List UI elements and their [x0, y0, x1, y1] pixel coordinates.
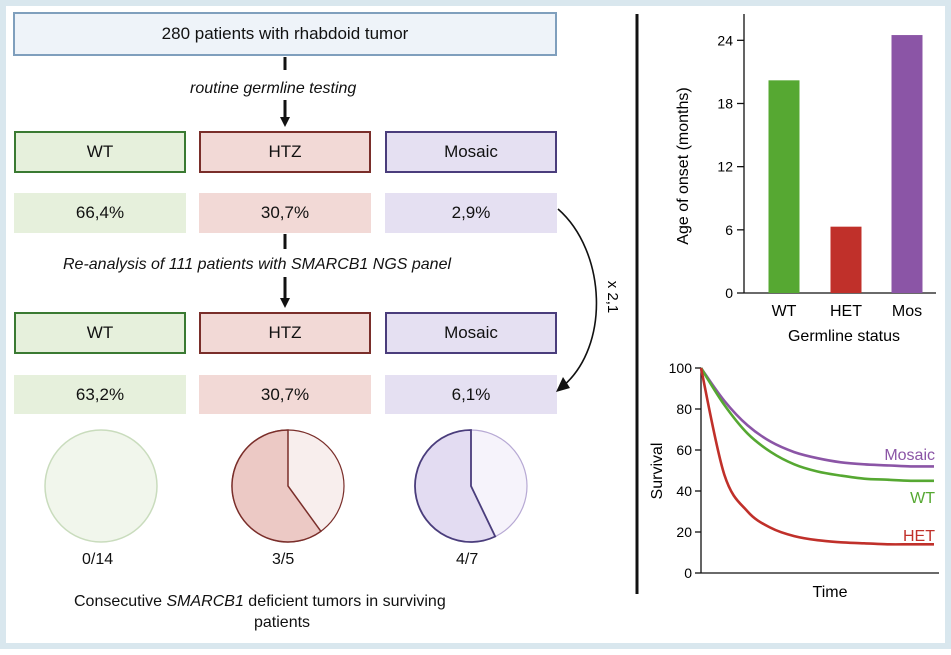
pies — [44, 429, 528, 543]
pie-htz — [231, 429, 345, 543]
pies-caption: Consecutive SMARCB1 deficient tumors in … — [74, 593, 446, 611]
line-y-tick-label: 40 — [676, 483, 692, 499]
round2-htz-pct-value: 30,7% — [260, 384, 310, 404]
survival-label-het: HET — [903, 528, 935, 545]
round2-wt-box: WT — [14, 312, 186, 354]
survival-line-het — [699, 367, 935, 546]
round2-mosaic-pct-value: 6,1% — [451, 384, 491, 404]
round1-wt-label: WT — [86, 142, 114, 161]
bar-y-tick-label: 24 — [717, 32, 733, 48]
bar-wt — [768, 80, 800, 293]
round1-mosaic-box: Mosaic — [385, 131, 557, 173]
round1-htz-pct-value: 30,7% — [260, 203, 310, 222]
bar-x-axis-title: Germline status — [788, 328, 900, 345]
reanalysis-label: Re-analysis of 111 patients with SMARCB1… — [63, 256, 451, 274]
fold-change-label: x 2,1 — [604, 281, 621, 314]
round2-htz-label: HTZ — [268, 323, 302, 342]
line-y-tick-label: 100 — [669, 360, 693, 376]
survival-line-wt — [699, 367, 935, 483]
caption-pre: Consecutive — [74, 593, 167, 610]
pie-htz-slice — [231, 429, 322, 543]
pie-mosaic — [414, 429, 528, 543]
bar-x-tick-label: WT — [772, 303, 797, 320]
pies-caption-line2: patients — [254, 614, 311, 631]
patients-total-label: 280 patients with rhabdoid tumor — [161, 24, 409, 43]
round1-wt-box: WT — [14, 131, 186, 173]
bar-mos — [891, 35, 923, 293]
pie-wt — [44, 429, 158, 543]
pie-htz-label: 3/5 — [272, 551, 295, 568]
round2-htz-box: HTZ — [199, 312, 371, 354]
round2-mosaic-label: Mosaic — [444, 323, 498, 342]
survival-line-mosaic — [699, 367, 935, 468]
line-y-tick-label: 60 — [676, 442, 692, 458]
fold-arrow-head — [556, 377, 570, 392]
flow-arrows: x 2,1 — [280, 14, 639, 594]
bar-het — [830, 226, 862, 293]
bar-y-axis-title: Age of onset (months) — [675, 87, 692, 244]
bar-x-tick-label: Mos — [892, 303, 922, 320]
bar-y-tick-label: 0 — [725, 285, 733, 301]
round2-htz-pct: 30,7% — [199, 375, 371, 414]
round1-wt-pct: 66,4% — [14, 193, 186, 233]
bar-y-tick-label: 12 — [717, 159, 733, 175]
routine-testing-label: routine germline testing — [190, 80, 357, 97]
round2-wt-label: WT — [86, 323, 114, 342]
round1-mosaic-pct: 2,9% — [385, 193, 557, 233]
caption-post: deficient tumors in surviving — [243, 593, 446, 610]
round1-wt-pct-value: 66,4% — [75, 203, 125, 222]
line-y-tick-label: 0 — [684, 565, 692, 581]
round1-htz-box: HTZ — [199, 131, 371, 173]
pie-wt-label: 0/14 — [82, 551, 114, 568]
line-x-axis-title: Time — [813, 584, 848, 601]
line-y-tick-label: 80 — [676, 401, 692, 417]
bar-y-tick-label: 6 — [725, 222, 733, 238]
round1-htz-pct: 30,7% — [199, 193, 371, 233]
survival-label-mosaic: Mosaic — [884, 447, 935, 464]
round1-mosaic-pct-value: 2,9% — [451, 203, 491, 222]
bar-y-tick-label: 18 — [717, 95, 733, 111]
pie-wt-disc — [44, 429, 158, 543]
round1-htz-label: HTZ — [268, 142, 302, 161]
line-y-axis-title: Survival — [649, 443, 666, 500]
fold-arrow — [557, 208, 598, 388]
round2-wt-pct-value: 63,2% — [75, 384, 125, 404]
pie-mosaic-slice — [414, 429, 497, 543]
survival-label-wt: WT — [910, 490, 935, 507]
age-onset-bar-chart: 0 6 12 18 24 WT HET Mos Germline status Age of… — [675, 14, 936, 345]
pie-mosaic-label: 4/7 — [456, 551, 479, 568]
round2-wt-pct: 63,2% — [14, 375, 186, 414]
line-y-tick-label: 20 — [676, 524, 692, 540]
round2-mosaic-box: Mosaic — [385, 312, 557, 354]
round2-mosaic-pct: 6,1% — [385, 375, 557, 414]
reanalysis-italic: SMARCB1 NGS panel — [290, 256, 452, 273]
bar-x-tick-label: HET — [830, 303, 862, 320]
patients-total-box: 280 patients with rhabdoid tumor — [13, 12, 557, 56]
caption-italic: SMARCB1 — [166, 593, 244, 610]
reanalysis-prefix: Re-analysis of 111 patients with — [63, 256, 291, 273]
round1-mosaic-label: Mosaic — [444, 142, 498, 161]
survival-line-chart: 0 20 40 60 80 100 Mosaic WT HET Time Survival — [649, 360, 939, 601]
